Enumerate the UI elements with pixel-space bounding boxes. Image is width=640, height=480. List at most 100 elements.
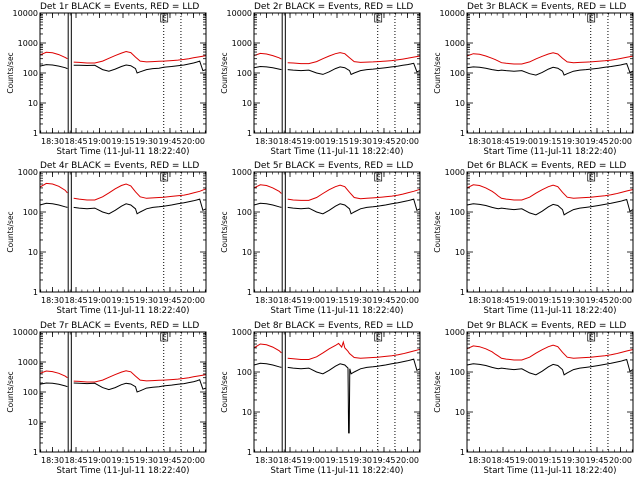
y-tick-label: 1 (460, 288, 465, 297)
marker-label: E (376, 173, 381, 182)
y-tick-label: 10 (455, 408, 465, 417)
x-tick-label: 20:00 (182, 456, 205, 465)
x-tick-label: 18:30 (41, 456, 64, 465)
y-tick-label: 1000 (232, 39, 252, 48)
x-axis-label: Start Time (11-Jul-11 18:22:40) (57, 147, 190, 157)
series-events-line (466, 358, 634, 376)
y-tick-label: 10 (242, 248, 252, 257)
y-tick-label: 100 (450, 208, 465, 217)
panel-8: Det 8r BLACK = Events, RED = LLD E 1 10 100 1… (220, 321, 421, 476)
panel-title: Det 6r BLACK = Events, RED = LLD (467, 161, 626, 171)
y-tick-label: 100 (23, 208, 38, 217)
marker-label: E (376, 14, 381, 23)
x-tick-label: 18:45 (491, 296, 514, 305)
y-axis-label: Counts/sec (433, 371, 442, 412)
y-tick-label: 10 (455, 99, 465, 108)
x-tick-label: 18:45 (278, 456, 301, 465)
x-tick-label: 20:00 (182, 296, 205, 305)
y-tick-label: 1 (33, 448, 38, 457)
x-tick-label: 19:00 (302, 456, 325, 465)
y-axis-label: Counts/sec (220, 371, 229, 412)
y-tick-label: 100 (450, 69, 465, 78)
marker-label: E (376, 333, 381, 342)
x-tick-label: 20:00 (396, 456, 419, 465)
panel-3: Det 3r BLACK = Events, RED = LLD E 1 10 100 1… (433, 2, 634, 157)
series-lld-line (39, 182, 207, 201)
x-tick-label: 18:45 (278, 296, 301, 305)
marker-label: E (589, 14, 594, 23)
y-axis-label: Counts/sec (433, 211, 442, 252)
x-tick-label: 19:30 (349, 456, 372, 465)
y-tick-label: 1000 (232, 328, 252, 337)
x-axis-label: Start Time (11-Jul-11 18:22:40) (57, 466, 190, 476)
x-tick-label: 18:45 (491, 456, 514, 465)
series-events-line (39, 60, 207, 74)
y-axis-label: Counts/sec (433, 52, 442, 93)
x-tick-label: 19:15 (111, 137, 134, 146)
panel-title: Det 9r BLACK = Events, RED = LLD (467, 321, 626, 331)
series-lld-line (39, 50, 207, 64)
series-lld-line (466, 184, 634, 201)
x-tick-label: 19:45 (372, 456, 395, 465)
x-tick-label: 20:00 (609, 137, 632, 146)
x-tick-label: 19:30 (135, 137, 158, 146)
y-tick-label: 10 (242, 408, 252, 417)
marker-label: E (162, 333, 167, 342)
series-lld-line (253, 340, 421, 360)
series-events-line (466, 198, 634, 216)
x-tick-label: 19:15 (325, 296, 348, 305)
panel-9: Det 9r BLACK = Events, RED = LLD E 1 10 100 1… (433, 321, 634, 476)
panel-title: Det 1r BLACK = Events, RED = LLD (40, 2, 199, 12)
x-tick-label: 19:45 (372, 296, 395, 305)
x-tick-label: 19:15 (538, 456, 561, 465)
panel-title: Det 4r BLACK = Events, RED = LLD (40, 161, 199, 171)
y-axis-label: Counts/sec (6, 211, 15, 252)
series-events-line (253, 62, 421, 76)
series-events-line (39, 379, 207, 393)
series-events-line (39, 198, 207, 215)
x-tick-label: 19:00 (88, 296, 111, 305)
x-tick-label: 18:30 (41, 137, 64, 146)
series-lld-line (466, 344, 634, 361)
x-tick-label: 20:00 (609, 296, 632, 305)
marker-label: E (589, 173, 594, 182)
panel-4: Det 4r BLACK = Events, RED = LLD E 1 10 100 1… (6, 161, 207, 316)
y-tick-label: 100 (23, 69, 38, 78)
marker-label: E (162, 14, 167, 23)
x-tick-label: 19:45 (585, 456, 608, 465)
x-tick-label: 19:15 (538, 137, 561, 146)
x-tick-label: 19:00 (515, 456, 538, 465)
panel-6: Det 6r BLACK = Events, RED = LLD E 1 10 100 1… (433, 161, 634, 316)
y-tick-label: 1 (247, 448, 252, 457)
y-tick-label: 1000 (445, 39, 465, 48)
y-tick-label: 10 (242, 99, 252, 108)
y-axis-label: Counts/sec (220, 211, 229, 252)
x-tick-label: 20:00 (609, 456, 632, 465)
y-tick-label: 1 (247, 129, 252, 138)
x-tick-label: 19:30 (135, 456, 158, 465)
x-axis-label: Start Time (11-Jul-11 18:22:40) (484, 306, 617, 316)
x-axis-label: Start Time (11-Jul-11 18:22:40) (271, 306, 404, 316)
y-tick-label: 100 (237, 208, 252, 217)
x-tick-label: 19:45 (372, 137, 395, 146)
x-tick-label: 20:00 (396, 137, 419, 146)
y-tick-label: 100 (237, 368, 252, 377)
panel-title: Det 8r BLACK = Events, RED = LLD (254, 321, 413, 331)
series-events-line (466, 63, 634, 76)
panel-7: Det 7r BLACK = Events, RED = LLD E 1 10 100 1… (6, 321, 207, 476)
panel-title: Det 7r BLACK = Events, RED = LLD (40, 321, 199, 331)
y-tick-label: 100 (237, 69, 252, 78)
x-tick-label: 19:15 (538, 296, 561, 305)
x-tick-label: 19:00 (88, 456, 111, 465)
panel-title: Det 5r BLACK = Events, RED = LLD (254, 161, 413, 171)
y-tick-label: 10000 (440, 9, 465, 18)
series-events-line (253, 358, 421, 434)
x-tick-label: 18:45 (491, 137, 514, 146)
x-tick-label: 19:00 (302, 296, 325, 305)
y-tick-label: 10 (28, 418, 38, 427)
x-tick-label: 19:45 (158, 137, 181, 146)
y-tick-label: 1 (33, 129, 38, 138)
y-tick-label: 10 (455, 248, 465, 257)
x-axis-label: Start Time (11-Jul-11 18:22:40) (484, 147, 617, 157)
y-axis-label: Counts/sec (6, 52, 15, 93)
